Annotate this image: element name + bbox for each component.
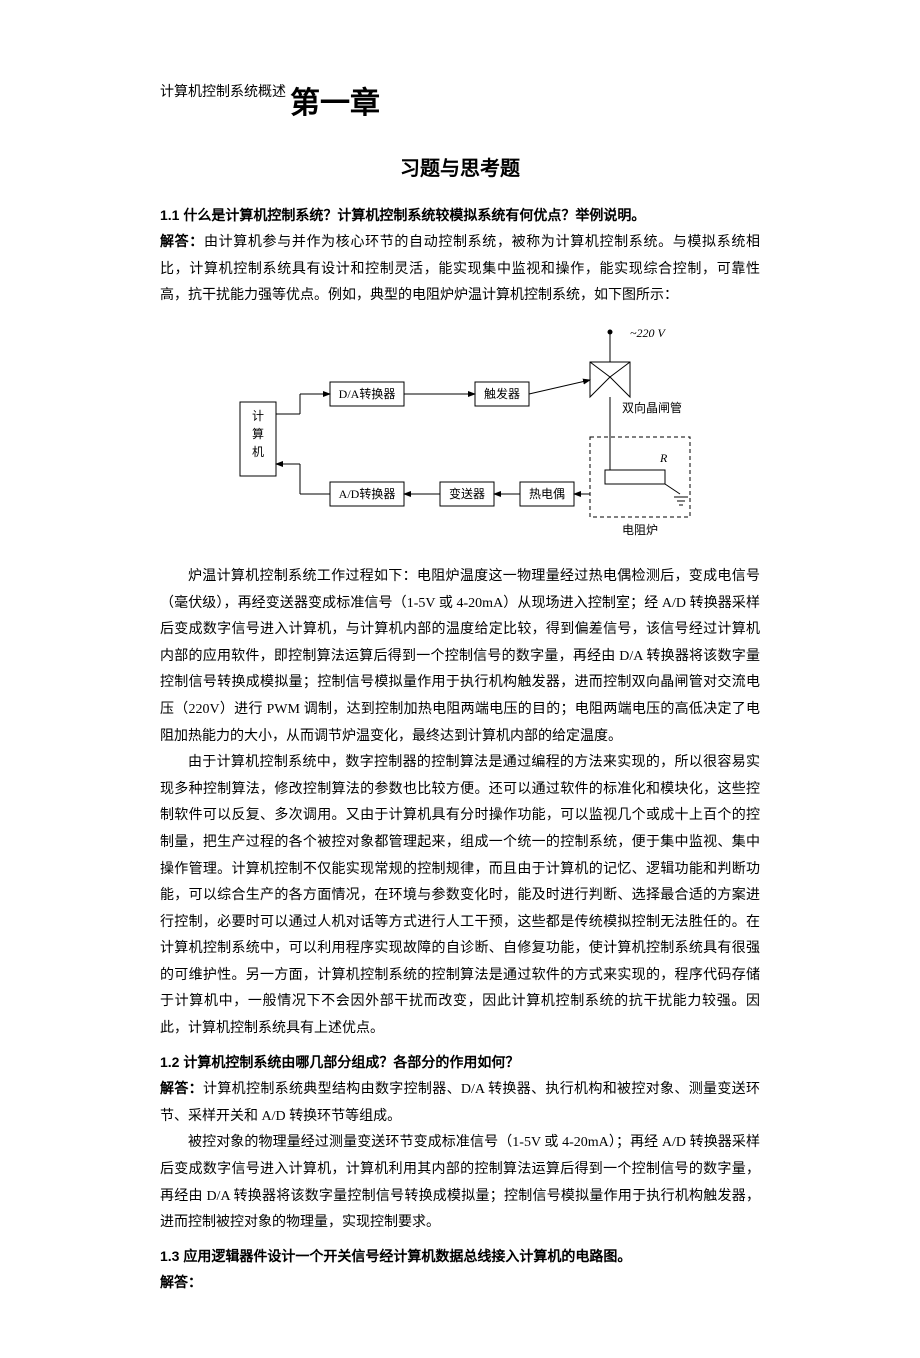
resistor-box (605, 470, 665, 484)
answer-1-1-after-p2: 由于计算机控制系统中，数字控制器的控制算法是通过编程的方法来实现的，所以很容易实… (160, 750, 760, 1043)
answer-1-1-after-p1: 炉温计算机控制系统工作过程如下：电阻炉温度这一物理量经过热电偶检测后，变成电信号… (160, 564, 760, 750)
answer-text: 由计算机参与并作为核心环节的自动控制系统，被称为计算机控制系统。与模拟系统相比，… (160, 235, 760, 303)
computer-label-3: 机 (252, 445, 264, 459)
computer-label-1: 计 (252, 409, 264, 423)
trigger-label: 触发器 (484, 386, 520, 401)
furnace-diagram: ~220 V 双向晶闸管 计 算 机 D/A转换器 触发器 A/D转换器 变送器… (210, 322, 710, 552)
thyristor-block (590, 362, 630, 397)
answer-1-1-p1: 解答：由计算机参与并作为核心环节的自动控制系统，被称为计算机控制系统。与模拟系统… (160, 228, 760, 310)
ad-label: A/D转换器 (339, 486, 396, 501)
answer-1-2-p2: 被控对象的物理量经过测量变送环节变成标准信号（1-5V 或 4-20mA）；再经… (160, 1130, 760, 1236)
answer-label: 解答： (160, 233, 204, 249)
transmitter-label: 变送器 (449, 486, 485, 501)
answer-label: 解答： (160, 1080, 203, 1096)
da-label: D/A转换器 (339, 386, 396, 401)
computer-label-2: 算 (252, 426, 264, 441)
question-1-2: 1.2 计算机控制系统由哪几部分组成？各部分的作用如何？ (160, 1049, 760, 1076)
answer-1-3: 解答： (160, 1269, 760, 1298)
section-title: 习题与思考题 (160, 150, 760, 188)
thermocouple-label: 热电偶 (529, 487, 565, 501)
answer-label: 解答： (160, 1274, 202, 1290)
resistor-label: R (659, 451, 668, 465)
thyristor-label: 双向晶闸管 (622, 400, 682, 415)
question-1-3: 1.3 应用逻辑器件设计一个开关信号经计算机数据总线接入计算机的电路图。 (160, 1243, 760, 1270)
question-1-1: 1.1 什么是计算机控制系统？计算机控制系统较模拟系统有何优点？举例说明。 (160, 202, 760, 229)
answer-text: 计算机控制系统典型结构由数字控制器、D/A 转换器、执行机构和被控对象、测量变送… (160, 1082, 760, 1124)
answer-1-2-p1: 解答：计算机控制系统典型结构由数字控制器、D/A 转换器、执行机构和被控对象、测… (160, 1075, 760, 1130)
chapter-title: 第一章 (290, 75, 760, 132)
voltage-label: ~220 V (630, 326, 667, 340)
furnace-label: 电阻炉 (622, 523, 658, 537)
